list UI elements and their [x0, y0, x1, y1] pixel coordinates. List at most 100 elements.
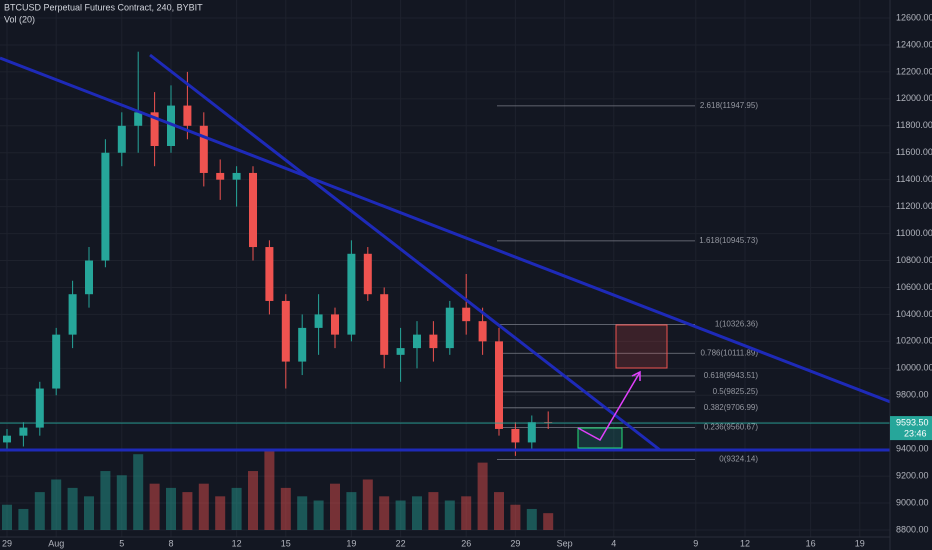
- volume-bar: [428, 492, 439, 530]
- x-tick-label: 29: [510, 538, 520, 548]
- y-tick-label: 11000.00: [896, 228, 932, 238]
- x-tick-label: 12: [232, 538, 242, 548]
- fib-layer: 2.618(11947.95) 1.618(10945.73) 1(10326.36…: [497, 101, 759, 463]
- candle-body: [396, 348, 405, 355]
- volume-bar: [248, 471, 258, 530]
- volume-bar: [444, 500, 455, 530]
- candle-body: [85, 260, 93, 295]
- projection-arrow: [577, 371, 641, 442]
- volume-bar: [182, 492, 193, 530]
- volume-bar: [526, 508, 537, 530]
- volume-bar: [2, 504, 12, 530]
- x-tick-label: 26: [461, 538, 471, 548]
- x-tick-label: Aug: [48, 538, 64, 548]
- candle-body: [462, 307, 471, 322]
- grid: [0, 0, 890, 537]
- axes: 8800.009000.009200.009400.009600.009800.…: [2, 12, 932, 548]
- candle-body: [527, 422, 536, 443]
- x-tick-label: 9: [693, 538, 698, 548]
- volume-bar: [84, 496, 94, 530]
- y-tick-label: 10800.00: [896, 255, 932, 265]
- volume-bar: [494, 492, 504, 530]
- trend-line: [149, 53, 661, 452]
- volume-bar: [280, 487, 291, 530]
- y-tick-label: 9800.00: [896, 390, 929, 400]
- fib-label: 0.786(10111.89): [700, 348, 758, 357]
- fib-label: 1.618(10945.73): [699, 236, 758, 245]
- volume-bar: [51, 479, 62, 530]
- volume-bar: [379, 496, 390, 530]
- volume-bar: [330, 483, 340, 530]
- candle-body: [380, 294, 389, 355]
- volume-bar: [18, 508, 29, 530]
- volume-bar: [461, 496, 472, 530]
- candle-body: [117, 125, 126, 153]
- candle-body: [281, 300, 290, 362]
- x-tick-label: Sep: [557, 538, 573, 548]
- candle-body: [232, 172, 241, 180]
- y-tick-label: 10600.00: [896, 282, 932, 292]
- arrow-head: [631, 370, 641, 381]
- volume-bar: [477, 462, 488, 530]
- x-tick-label: 8: [168, 538, 173, 548]
- candle-body: [216, 172, 225, 180]
- price-axis-bg: [890, 0, 932, 550]
- x-tick-label: 19: [855, 538, 865, 548]
- volume-bar: [231, 487, 242, 530]
- candle-body: [134, 112, 143, 126]
- candle-body: [413, 334, 421, 349]
- fib-label: 0.5(9825.25): [713, 387, 759, 396]
- trend-line: [0, 56, 932, 420]
- target-box: [615, 324, 668, 369]
- last-price-tag: [890, 416, 932, 441]
- fib-label: 1(10326.36): [715, 319, 758, 328]
- candle-body: [478, 321, 487, 342]
- last-price-label: 9593.50: [896, 417, 929, 427]
- fib-label: 0.236(9560.67): [704, 423, 759, 432]
- y-tick-label: 8800.00: [896, 524, 929, 534]
- candle-body: [19, 427, 28, 436]
- candle-body: [314, 314, 323, 328]
- candle-body: [331, 314, 339, 335]
- volume-bar: [133, 454, 144, 530]
- candle-body: [363, 253, 372, 295]
- candle-body: [68, 294, 77, 335]
- candle-body: [150, 112, 159, 146]
- candle-body: [52, 334, 61, 389]
- candle-body: [249, 172, 257, 248]
- x-tick-label: 4: [611, 538, 616, 548]
- candle-body: [511, 428, 520, 443]
- candle-body: [183, 105, 192, 126]
- fib-label: 2.618(11947.95): [700, 101, 758, 110]
- x-tick-label: 29: [2, 538, 12, 548]
- volume-bar: [346, 492, 357, 530]
- indicator-label: Vol (20): [4, 14, 35, 24]
- candle-body: [445, 307, 454, 349]
- volume-bar: [362, 479, 373, 530]
- volume-layer: [2, 450, 554, 530]
- volume-bar: [100, 471, 111, 530]
- countdown-label: 23:46: [904, 428, 927, 438]
- candle-body: [429, 334, 438, 349]
- candle-layer: [0, 51, 890, 456]
- volume-bar: [116, 475, 127, 530]
- volume-bar: [34, 492, 45, 530]
- volume-bar: [395, 500, 406, 530]
- volume-bar: [510, 504, 521, 530]
- y-tick-label: 9000.00: [896, 497, 929, 507]
- y-tick-label: 11800.00: [896, 120, 932, 130]
- fib-label: 0(9324.14): [719, 454, 758, 463]
- volume-bar: [264, 450, 275, 530]
- volume-bar: [297, 496, 308, 530]
- x-tick-label: 19: [346, 538, 356, 548]
- y-tick-label: 9200.00: [896, 470, 929, 480]
- candle-body: [298, 327, 307, 362]
- candle-body: [167, 105, 175, 146]
- volume-bar: [412, 496, 422, 530]
- entry-box: [577, 427, 623, 449]
- y-tick-label: 9400.00: [896, 444, 929, 454]
- volume-bar: [149, 483, 160, 530]
- volume-bar: [215, 496, 226, 530]
- y-tick-label: 11400.00: [896, 174, 932, 184]
